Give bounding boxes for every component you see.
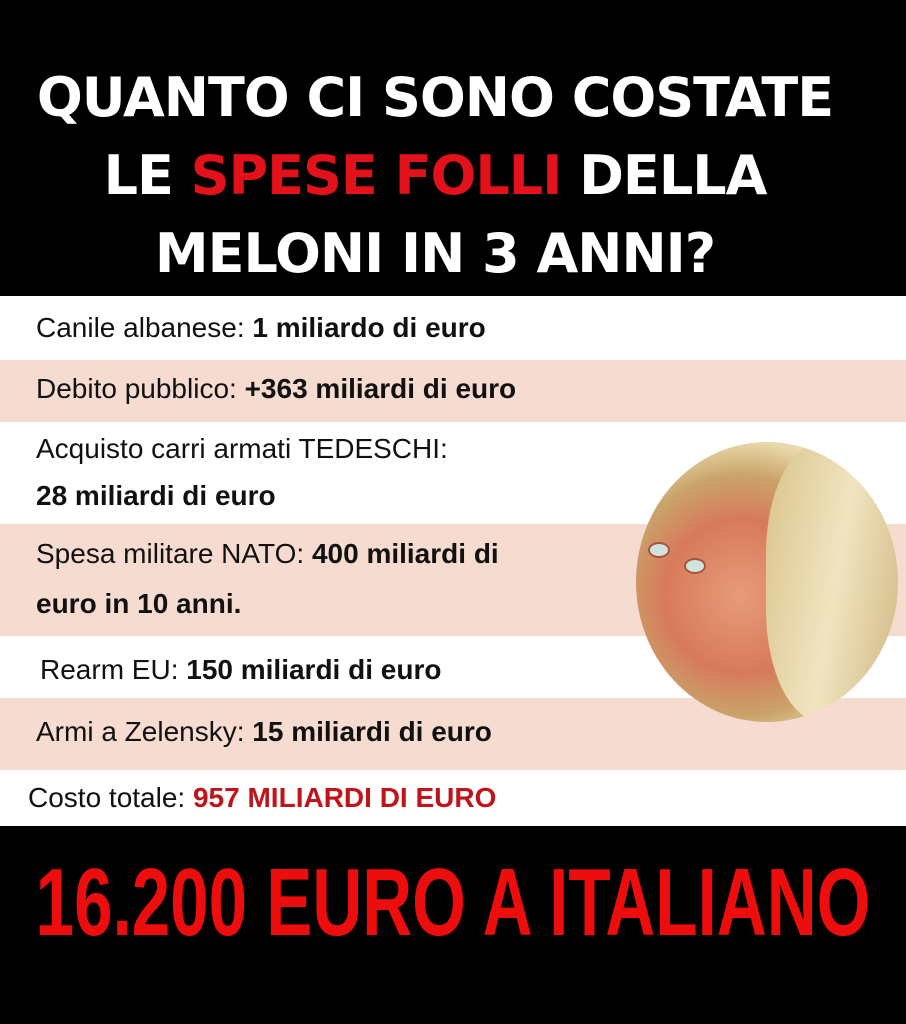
eye: [684, 558, 706, 574]
title-line-3: MELONI IN 3 ANNI?: [154, 222, 716, 285]
title-line-1: QUANTO CI SONO COSTATE: [36, 66, 834, 129]
title-highlight: SPESE FOLLI: [190, 144, 563, 207]
list-item: Debito pubblico: +363 miliardi di euro: [0, 360, 906, 422]
title-text: DELLA: [561, 144, 767, 207]
eye: [648, 542, 670, 558]
header: QUANTO CI SONO COSTATE LE SPESE FOLLI DE…: [0, 0, 906, 296]
list-item: Canile albanese: 1 miliardo di euro: [0, 296, 906, 360]
title-line-2: LE SPESE FOLLI DELLA: [0, 144, 870, 207]
caricature-portrait: [636, 442, 898, 722]
total-row: Costo totale: 957 MILIARDI DI EURO: [0, 770, 906, 826]
hair: [766, 442, 898, 722]
footer-headline: 16.200 EURO A ITALIANO: [35, 849, 871, 956]
footer-band: [0, 826, 906, 1024]
title-text: LE: [103, 144, 191, 207]
